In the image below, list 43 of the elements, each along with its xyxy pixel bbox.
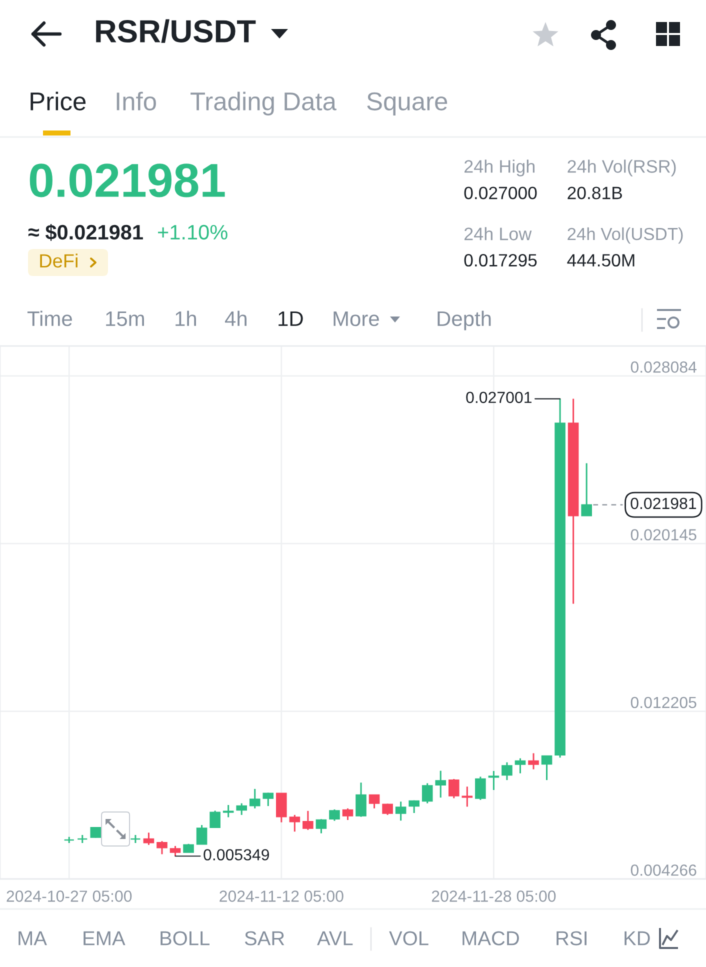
text: RSI (556, 931, 586, 946)
text: BOLL (160, 931, 210, 946)
text: 24h Vol(USDT) (568, 227, 683, 244)
text: Info (116, 92, 156, 110)
y-tick-label: 0.004266 (630, 864, 696, 876)
text: Depth (438, 310, 491, 330)
text: +1.10% (158, 224, 228, 240)
text: 24h Vol(RSR) (568, 160, 676, 176)
text: 24h High (464, 160, 534, 176)
text: 4h (224, 310, 246, 326)
x-tick-label: 2024-11-28 05:00 (432, 890, 556, 902)
text: 1D (278, 311, 303, 326)
text: 0.017295 (464, 254, 537, 267)
text: 444.50M (567, 254, 634, 267)
text: KD (624, 931, 650, 946)
text: VOL (389, 931, 428, 946)
text: MA (18, 931, 47, 946)
annotation: 0.005349 (204, 849, 270, 860)
text: AVL (317, 931, 353, 946)
text: Time (27, 310, 72, 326)
text: EMA (84, 931, 126, 946)
y-tick-label: 0.012205 (630, 696, 696, 708)
annotation: 0.027001 (466, 392, 532, 404)
y-tick-label: 0.020145 (630, 529, 696, 540)
text: More (334, 311, 379, 326)
text: Price (30, 92, 86, 110)
x-tick-label: 2024-11-12 05:00 (220, 890, 344, 902)
ref-line-label: 0.021981 (630, 498, 696, 510)
text: MACD (462, 931, 519, 946)
chart-title: RSR/USDT (96, 19, 256, 43)
text: 1h (176, 310, 196, 326)
text: DeFi (40, 254, 78, 268)
text: 0.021981 (30, 164, 225, 198)
text: 24h Low (464, 227, 532, 240)
text: 15m (106, 311, 144, 326)
text: SAR (244, 931, 284, 946)
text: ≈ $0.021981 (28, 224, 143, 241)
y-tick-label: 0.028084 (630, 361, 697, 373)
text: Square (367, 92, 448, 116)
text: 0.027000 (464, 186, 537, 200)
text: Trading Data (190, 92, 336, 116)
x-tick-label: 2024-10-27 05:00 (6, 890, 132, 902)
text: 20.81B (568, 186, 622, 200)
